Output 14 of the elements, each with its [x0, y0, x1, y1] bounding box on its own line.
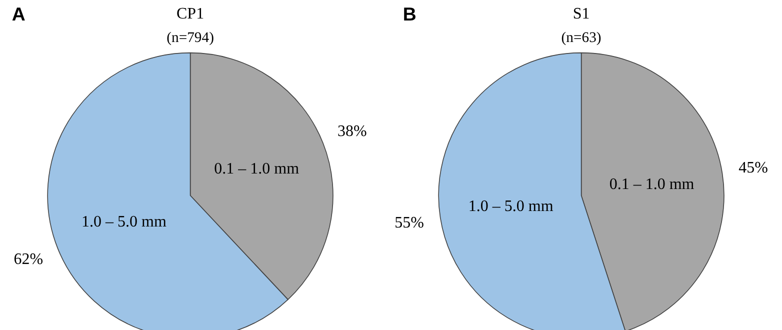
- chart-subtitle: (n=794): [166, 30, 214, 46]
- slice-label: 0.1 – 1.0 mm: [609, 176, 695, 193]
- data-label: 38%: [337, 122, 367, 140]
- data-label: 62%: [14, 251, 44, 268]
- chart-subtitle: (n=63): [561, 30, 602, 46]
- slice-label: 0.1 – 1.0 mm: [214, 160, 300, 178]
- data-label: 45%: [738, 160, 768, 177]
- slice-label: 1.0 – 5.0 mm: [468, 198, 554, 216]
- chart-title: S1: [572, 5, 590, 22]
- chart-title: CP1: [176, 5, 204, 22]
- text: B: [402, 3, 416, 24]
- text: A: [12, 3, 26, 24]
- data-label: 55%: [394, 214, 424, 232]
- slice-label: 1.0 – 5.0 mm: [82, 213, 167, 230]
